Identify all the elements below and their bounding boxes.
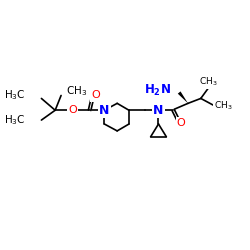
Text: O: O bbox=[68, 105, 77, 115]
Text: $\mathregular{CH_3}$: $\mathregular{CH_3}$ bbox=[199, 76, 218, 88]
Text: $\mathregular{CH_3}$: $\mathregular{CH_3}$ bbox=[214, 99, 233, 112]
Text: $\mathregular{H_3C}$: $\mathregular{H_3C}$ bbox=[4, 113, 26, 127]
Text: $\mathregular{H_3C}$: $\mathregular{H_3C}$ bbox=[4, 88, 26, 102]
Text: N: N bbox=[153, 104, 164, 117]
Text: $\mathregular{H_2N}$: $\mathregular{H_2N}$ bbox=[144, 83, 171, 98]
Polygon shape bbox=[178, 92, 188, 103]
Text: O: O bbox=[91, 90, 100, 101]
Text: $\mathregular{CH_3}$: $\mathregular{CH_3}$ bbox=[66, 85, 87, 98]
Text: N: N bbox=[99, 104, 110, 117]
Text: O: O bbox=[177, 118, 186, 128]
